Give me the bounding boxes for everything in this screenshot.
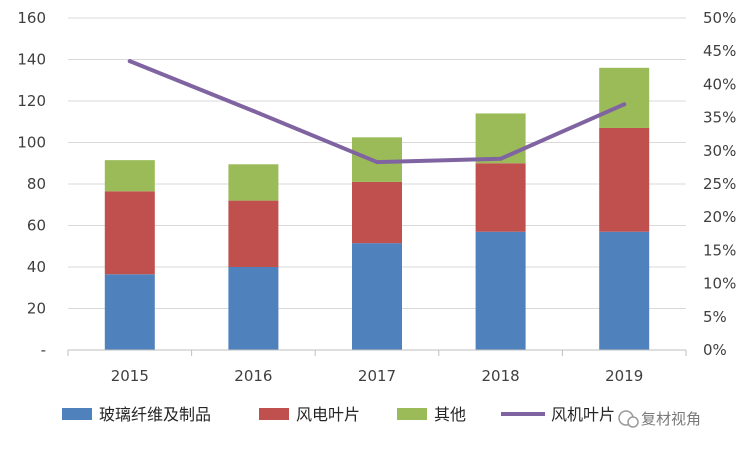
right-tick-label: 50% [703,9,736,27]
watermark: 复材视角 [618,410,701,428]
line-point [498,156,503,161]
left-tick-label: 120 [17,92,46,110]
left-y-axis: - 20 40 60 80 100 120 140 160 [17,9,46,359]
right-tick-label: 30% [703,142,736,160]
right-tick-label: 15% [703,241,736,259]
right-tick-label: 20% [703,208,736,226]
bar-segment [475,163,526,232]
bar-segment [104,274,155,350]
left-tick-label: 140 [17,51,46,69]
bar-segment [228,164,279,201]
right-tick-label: 10% [703,275,736,293]
legend-label: 风机叶片 [551,405,615,424]
right-tick-label: 0% [703,341,727,359]
bar-segment [599,67,650,128]
line-point [375,160,379,165]
legend-swatch [397,408,427,420]
stacked-bars [104,67,650,350]
bar-segment [475,113,526,164]
left-tick-label: 80 [27,175,46,193]
bar-segment [352,137,402,182]
bar-segment [104,191,155,275]
right-tick-label: 35% [703,109,736,127]
legend-swatch [62,408,92,420]
category-label: 2019 [605,367,643,385]
left-tick-label: - [41,341,46,359]
bar-segment [475,231,526,350]
left-tick-label: 100 [17,134,46,152]
category-label: 2018 [482,367,520,385]
legend-label: 其他 [434,405,466,424]
bar-segment [228,267,279,350]
legend-swatch [259,408,289,420]
bar-segment [228,200,279,267]
x-axis: 2015 2016 2017 2018 2019 [67,349,687,385]
bar-segment [599,127,650,232]
right-tick-label: 45% [703,42,736,60]
watermark-text: 复材视角 [641,410,701,428]
left-tick-label: 60 [27,217,46,235]
category-label: 2017 [358,367,396,385]
legend: 玻璃纤维及制品 风电叶片 其他 风机叶片 [62,405,615,424]
line-point [622,102,627,107]
line-point [251,108,256,113]
legend-label: 风电叶片 [296,405,360,424]
left-tick-label: 20 [27,300,46,318]
right-tick-label: 40% [703,75,736,93]
left-tick-label: 160 [17,9,46,27]
ratio-line [127,59,627,165]
left-tick-label: 40 [27,258,46,276]
bar-segment [599,231,650,350]
line-point [127,59,132,64]
bar-segment [104,160,155,192]
right-tick-label: 5% [703,308,727,326]
bar-segment [352,181,402,244]
category-label: 2016 [234,367,272,385]
bar-segment [352,243,402,350]
right-tick-label: 25% [703,175,736,193]
legend-label: 玻璃纤维及制品 [99,405,211,424]
wechat-icon-inner [627,416,639,428]
right-y-axis: 0% 5% 10% 15% 20% 25% 30% 35% 40% 45% 50% [703,9,736,359]
category-label: 2015 [111,367,149,385]
